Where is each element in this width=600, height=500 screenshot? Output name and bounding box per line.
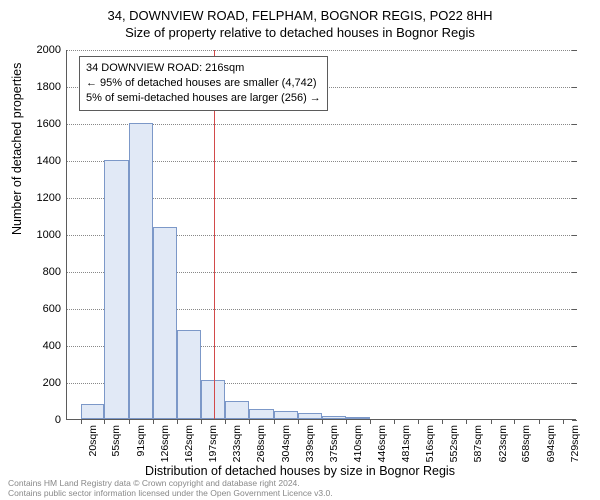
histogram-bar bbox=[274, 411, 298, 419]
x-tick-label: 410sqm bbox=[352, 425, 364, 462]
info-box-line: 5% of semi-detached houses are larger (2… bbox=[86, 91, 321, 106]
histogram-bar bbox=[177, 330, 201, 419]
x-tick-label: 126sqm bbox=[159, 425, 171, 462]
gridline bbox=[67, 50, 576, 51]
attribution-footer: Contains HM Land Registry data © Crown c… bbox=[8, 479, 333, 499]
info-box: 34 DOWNVIEW ROAD: 216sqm← 95% of detache… bbox=[79, 56, 328, 111]
y-tick-label: 600 bbox=[23, 303, 67, 315]
y-tick-label: 1200 bbox=[23, 192, 67, 204]
info-box-line: ← 95% of detached houses are smaller (4,… bbox=[86, 76, 321, 91]
x-tick-label: 91sqm bbox=[135, 425, 147, 457]
x-tick-label: 375sqm bbox=[328, 425, 340, 462]
x-tick-label: 658sqm bbox=[520, 425, 532, 462]
y-tick-label: 1400 bbox=[23, 155, 67, 167]
histogram-bar bbox=[225, 401, 249, 420]
histogram-bar bbox=[346, 417, 370, 419]
info-box-line: 34 DOWNVIEW ROAD: 216sqm bbox=[86, 61, 321, 76]
y-tick-label: 400 bbox=[23, 340, 67, 352]
y-tick-label: 1600 bbox=[23, 118, 67, 130]
histogram-bar bbox=[298, 413, 322, 419]
x-tick-label: 162sqm bbox=[183, 425, 195, 462]
y-tick-label: 1000 bbox=[23, 229, 67, 241]
x-tick-label: 233sqm bbox=[231, 425, 243, 462]
y-tick-label: 1800 bbox=[23, 81, 67, 93]
histogram-bar bbox=[322, 416, 346, 419]
histogram-bar bbox=[81, 404, 105, 419]
x-tick-label: 20sqm bbox=[87, 425, 99, 457]
x-tick-label: 516sqm bbox=[424, 425, 436, 462]
x-tick-label: 197sqm bbox=[207, 425, 219, 462]
page-subtitle: Size of property relative to detached ho… bbox=[0, 25, 600, 40]
x-tick-label: 552sqm bbox=[448, 425, 460, 462]
y-tick-label: 0 bbox=[23, 414, 67, 426]
page-title: 34, DOWNVIEW ROAD, FELPHAM, BOGNOR REGIS… bbox=[0, 8, 600, 23]
y-tick-label: 800 bbox=[23, 266, 67, 278]
histogram-bar bbox=[249, 409, 273, 419]
footer-line: Contains public sector information licen… bbox=[8, 489, 333, 499]
histogram-bar bbox=[129, 123, 153, 419]
x-tick-label: 268sqm bbox=[255, 425, 267, 462]
x-tick-label: 304sqm bbox=[280, 425, 292, 462]
x-tick-label: 55sqm bbox=[110, 425, 122, 457]
histogram-chart: 020040060080010001200140016001800200020s… bbox=[66, 50, 576, 420]
x-tick-label: 694sqm bbox=[545, 425, 557, 462]
histogram-bar bbox=[104, 160, 128, 419]
x-tick-label: 729sqm bbox=[569, 425, 581, 462]
x-axis-label: Distribution of detached houses by size … bbox=[0, 464, 600, 478]
y-tick-label: 2000 bbox=[23, 44, 67, 56]
x-tick-label: 481sqm bbox=[400, 425, 412, 462]
x-tick-label: 339sqm bbox=[304, 425, 316, 462]
y-axis-label: Number of detached properties bbox=[10, 63, 24, 235]
x-tick-label: 623sqm bbox=[497, 425, 509, 462]
y-tick-label: 200 bbox=[23, 377, 67, 389]
x-tick-label: 446sqm bbox=[376, 425, 388, 462]
histogram-bar bbox=[153, 227, 177, 419]
x-tick-label: 587sqm bbox=[472, 425, 484, 462]
